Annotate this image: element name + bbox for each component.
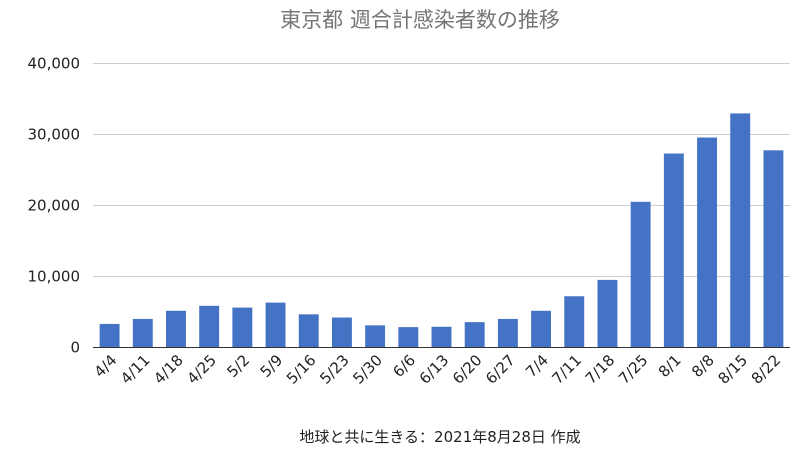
bar bbox=[99, 323, 120, 347]
y-tick-label: 30,000 bbox=[28, 126, 81, 144]
x-tick-label: 7/11 bbox=[549, 351, 586, 388]
bar bbox=[697, 137, 717, 347]
x-tick-label: 5/9 bbox=[257, 351, 287, 381]
x-tick-label: 6/20 bbox=[449, 351, 486, 388]
bar bbox=[298, 314, 319, 347]
x-tick-label: 6/27 bbox=[482, 351, 519, 388]
x-tick-label: 5/2 bbox=[223, 351, 253, 381]
bar bbox=[464, 322, 485, 347]
bar bbox=[663, 153, 684, 347]
bar bbox=[431, 326, 452, 347]
x-tick-label: 8/1 bbox=[655, 351, 685, 381]
y-tick-label: 0 bbox=[70, 339, 80, 357]
bar bbox=[166, 310, 186, 347]
bar bbox=[132, 318, 153, 347]
x-tick-label: 8/22 bbox=[748, 351, 785, 388]
bar bbox=[331, 317, 352, 347]
x-axis-label: 地球と共に生きる：2021年8月28日 作成 bbox=[299, 428, 580, 446]
bar bbox=[199, 305, 220, 347]
x-tick-label: 4/18 bbox=[150, 351, 187, 388]
bar bbox=[232, 307, 253, 347]
bar bbox=[564, 296, 585, 347]
bars bbox=[99, 113, 784, 348]
x-tick-label: 5/30 bbox=[349, 351, 386, 388]
x-tick-label: 4/11 bbox=[117, 351, 154, 388]
y-tick-label: 40,000 bbox=[28, 55, 81, 73]
x-tick-label: 7/4 bbox=[522, 351, 552, 381]
y-tick-label: 10,000 bbox=[28, 268, 81, 286]
bar bbox=[630, 201, 651, 347]
x-tick-label: 4/25 bbox=[183, 351, 220, 388]
bar bbox=[597, 279, 618, 347]
chart-title: 東京都 週合計感染者数の推移 bbox=[280, 8, 560, 32]
bar bbox=[398, 327, 419, 347]
bar bbox=[531, 310, 552, 347]
x-tick-label: 8/15 bbox=[714, 351, 751, 388]
bar bbox=[265, 302, 286, 348]
x-tick-label: 6/13 bbox=[416, 351, 453, 388]
y-tick-label: 20,000 bbox=[28, 197, 81, 215]
gridlines bbox=[93, 63, 790, 348]
x-tick-label: 7/18 bbox=[582, 351, 619, 388]
bar bbox=[497, 318, 518, 347]
bar bbox=[763, 150, 784, 347]
bar bbox=[365, 325, 386, 347]
x-tick-label: 6/6 bbox=[389, 351, 419, 381]
x-tick-label: 4/4 bbox=[91, 351, 121, 381]
y-axis-ticks: 0 10,000 20,000 30,000 40,000 bbox=[28, 55, 81, 357]
x-tick-label: 7/25 bbox=[615, 351, 652, 388]
x-tick-label: 8/8 bbox=[688, 351, 718, 381]
bar bbox=[730, 113, 751, 347]
x-axis-ticks: 4/44/114/184/25 5/2 5/95/165/235/30 6/66/13… bbox=[91, 351, 785, 388]
x-tick-label: 5/23 bbox=[316, 351, 353, 388]
x-tick-label: 5/16 bbox=[283, 351, 320, 388]
